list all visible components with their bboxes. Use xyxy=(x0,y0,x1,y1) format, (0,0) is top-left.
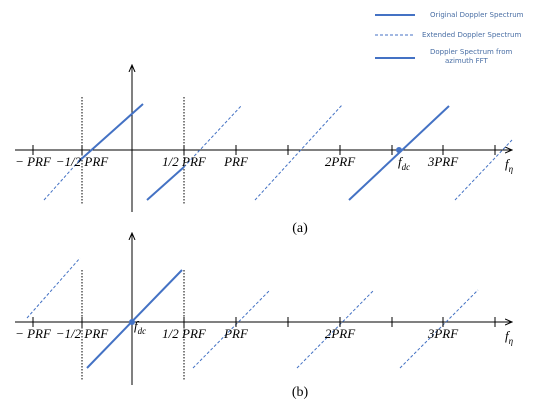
tick-label: −1/2 PRF xyxy=(56,326,110,341)
sub: dc xyxy=(402,162,411,172)
extended xyxy=(399,289,479,369)
fdc-point xyxy=(396,147,402,153)
panel-label: (a) xyxy=(292,221,308,236)
main: f xyxy=(505,156,511,171)
math-label: fdc xyxy=(134,318,146,336)
tick-label: 3PRF xyxy=(427,326,459,341)
legend-text: Extended Doppler Spectrum xyxy=(422,31,521,39)
panel-label: (b) xyxy=(292,385,309,400)
legend: Original Doppler Spectrum Extended Doppl… xyxy=(375,11,524,65)
tick-label: PRF xyxy=(223,154,249,169)
main: f xyxy=(505,328,511,343)
main: f xyxy=(398,154,404,169)
tick-label: PRF xyxy=(223,326,249,341)
sub: η xyxy=(509,164,514,174)
fdc-point xyxy=(129,319,135,325)
fft-spectrum xyxy=(77,103,144,163)
extended xyxy=(183,104,243,168)
extended xyxy=(43,161,79,201)
main: f xyxy=(134,318,140,333)
math-label: fdc xyxy=(398,154,410,172)
tick-label: 2PRF xyxy=(325,326,356,341)
math-label: fη xyxy=(505,328,514,346)
extended xyxy=(254,104,343,201)
tick-label: 1/2 PRF xyxy=(162,154,207,169)
tick-label: 1/2 PRF xyxy=(162,326,207,341)
legend-text: Doppler Spectrum from xyxy=(430,48,513,56)
tick-label: 2PRF xyxy=(325,154,356,169)
sub: dc xyxy=(138,326,147,336)
extended xyxy=(192,289,271,369)
fft-spectrum xyxy=(86,269,183,369)
tick-label: − PRF xyxy=(15,326,52,341)
extended xyxy=(26,257,81,319)
tick-label: − PRF xyxy=(15,154,52,169)
extended xyxy=(296,289,375,369)
sub: η xyxy=(509,336,514,346)
tick-label: −1/2 PRF xyxy=(56,154,110,169)
legend-text: azimuth FFT xyxy=(445,57,489,65)
extended xyxy=(454,139,513,201)
fft-spectrum xyxy=(146,166,185,201)
math-label: fη xyxy=(505,156,514,174)
legend-text: Original Doppler Spectrum xyxy=(430,11,524,19)
tick-label: 3PRF xyxy=(427,154,459,169)
